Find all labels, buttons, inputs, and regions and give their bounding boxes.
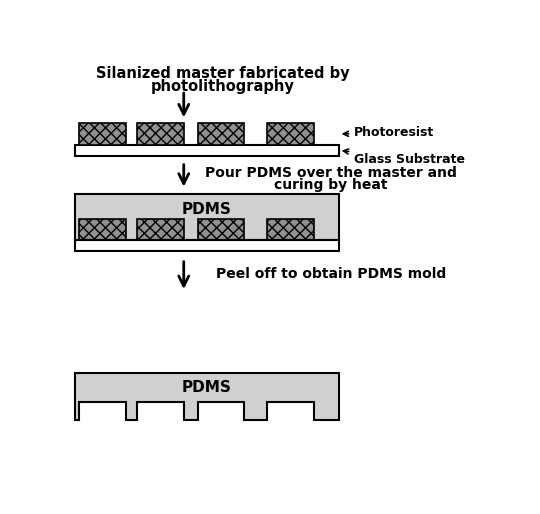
Text: Peel off to obtain PDMS mold: Peel off to obtain PDMS mold [216,266,446,281]
Bar [75,402,79,420]
Bar [314,402,339,420]
Bar [198,123,244,145]
Bar [75,194,339,241]
Bar [244,402,267,420]
Text: curing by heat: curing by heat [274,178,388,192]
Text: Photoresist: Photoresist [343,126,435,139]
Bar [75,241,339,251]
Bar [79,219,126,241]
Bar [126,402,137,420]
Bar [75,194,339,241]
Bar [184,402,198,420]
Text: photolithography: photolithography [151,79,294,94]
Text: PDMS: PDMS [182,202,232,217]
Text: Glass Substrate: Glass Substrate [343,149,465,166]
Text: PDMS: PDMS [182,380,232,395]
Bar [267,123,314,145]
Bar [137,123,184,145]
Bar [198,219,244,241]
Bar [267,219,314,241]
Bar [75,373,339,402]
Bar [75,145,339,156]
Bar [137,219,184,241]
Text: Pour PDMS over the master and: Pour PDMS over the master and [205,167,457,180]
Bar [79,123,126,145]
Text: Silanized master fabricated by: Silanized master fabricated by [96,66,349,81]
